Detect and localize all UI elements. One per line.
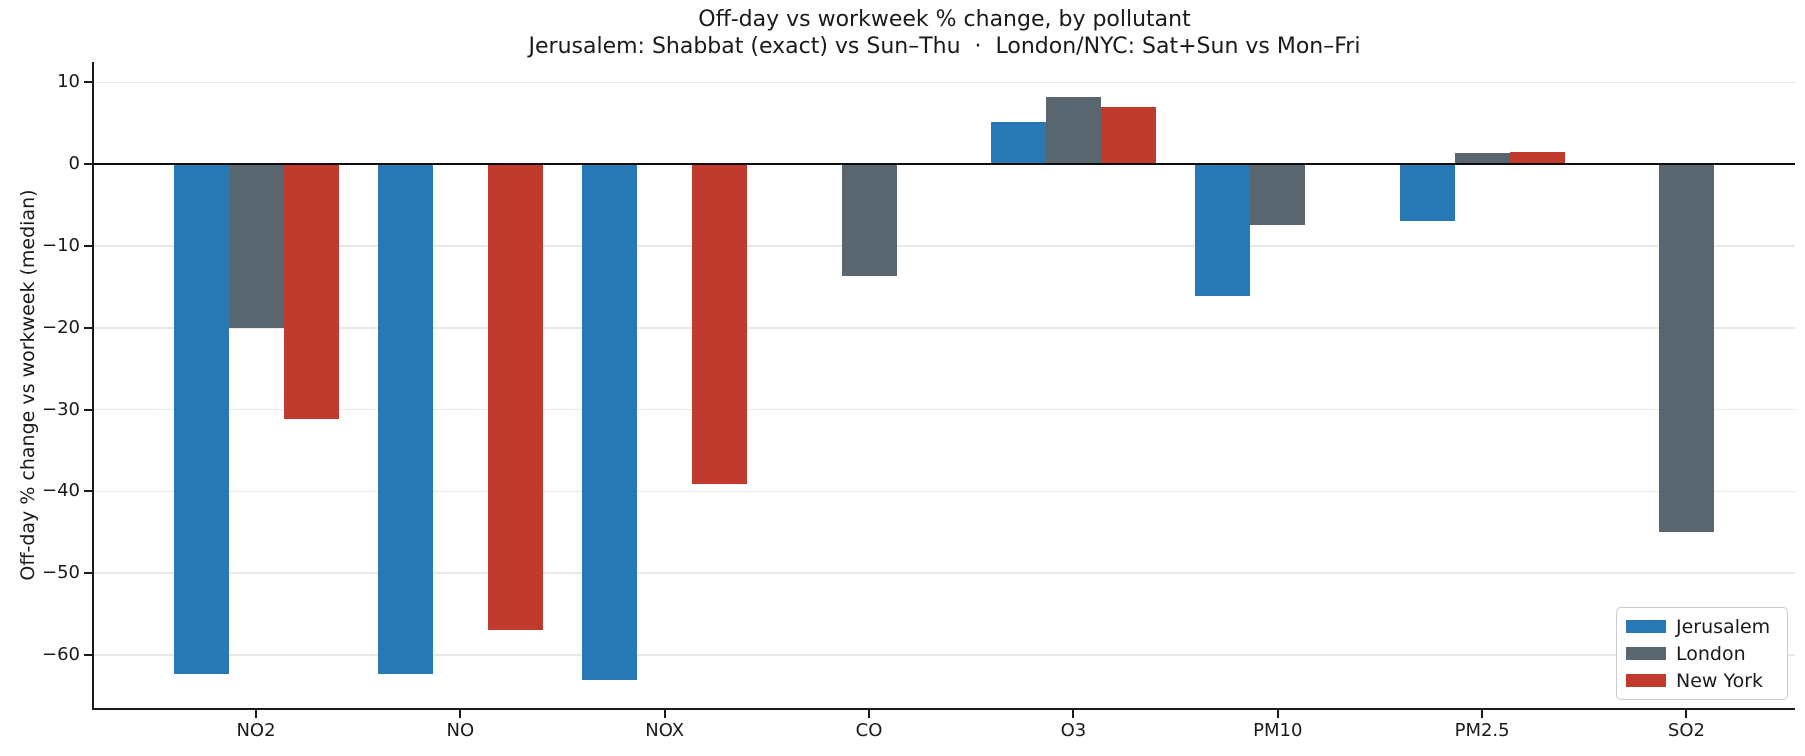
x-tick-label-o3: O3 <box>1060 720 1087 741</box>
legend-item-london: London <box>1617 642 1787 666</box>
gridline--10 <box>94 245 1795 247</box>
y-tick-label--20: −20 <box>42 316 80 338</box>
plot-area <box>94 62 1795 708</box>
gridline--20 <box>94 327 1795 329</box>
x-tick-co <box>868 710 871 718</box>
y-tick-label--60: −60 <box>42 643 80 665</box>
legend-swatch-new-york <box>1626 674 1666 687</box>
x-tick-label-no: NO <box>446 720 475 741</box>
y-tick--20 <box>84 326 92 329</box>
y-tick-label-10: 10 <box>57 71 80 93</box>
y-tick-0 <box>84 163 92 166</box>
title-block: Off-day vs workweek % change, by polluta… <box>94 6 1795 60</box>
x-tick-so2 <box>1685 710 1688 718</box>
x-tick-label-pm2-5: PM2.5 <box>1454 720 1510 741</box>
y-tick--40 <box>84 490 92 493</box>
y-tick-label--30: −30 <box>42 398 80 420</box>
gridline-10 <box>94 81 1795 84</box>
chart-subtitle: Jerusalem: Shabbat (exact) vs Sun–Thu · … <box>528 34 1361 59</box>
gridline--30 <box>94 408 1795 411</box>
bar-new-york-pm2-5 <box>1509 151 1565 165</box>
y-axis-label: Off-day % change vs workweek (median) <box>17 189 39 581</box>
bar-new-york-no2 <box>283 164 339 420</box>
legend-label-new-york: New York <box>1676 669 1764 692</box>
y-tick--50 <box>84 572 92 575</box>
x-axis-spine <box>92 708 1795 710</box>
x-tick-label-co: CO <box>855 720 883 741</box>
bar-london-pm2-5 <box>1454 152 1510 165</box>
bar-london-no2 <box>228 164 284 328</box>
bar-new-york-no <box>487 164 543 631</box>
x-tick-no <box>459 710 462 718</box>
bar-jerusalem-no <box>377 164 433 674</box>
legend-label-jerusalem: Jerusalem <box>1676 615 1771 638</box>
bar-london-pm10 <box>1250 164 1306 225</box>
y-axis-spine <box>92 62 94 710</box>
x-tick-pm2-5 <box>1481 710 1484 718</box>
y-tick--10 <box>84 244 92 247</box>
y-tick-10 <box>84 81 92 84</box>
legend-item-new-york: New York <box>1617 669 1787 693</box>
bar-new-york-o3 <box>1100 106 1156 165</box>
bar-london-so2 <box>1658 164 1714 533</box>
legend-item-jerusalem: Jerusalem <box>1617 615 1787 639</box>
x-tick-nox <box>663 710 666 718</box>
bar-london-co <box>841 164 897 277</box>
zero-line <box>94 163 1795 166</box>
x-tick-no2 <box>255 710 257 718</box>
bar-jerusalem-no2 <box>173 164 229 674</box>
x-tick-label-pm10: PM10 <box>1253 720 1303 741</box>
x-tick-o3 <box>1072 710 1075 718</box>
x-tick-label-nox: NOX <box>645 720 685 741</box>
gridline--40 <box>94 490 1795 493</box>
y-tick-label--10: −10 <box>42 234 80 256</box>
bar-london-o3 <box>1045 97 1101 165</box>
x-tick-pm10 <box>1276 710 1279 718</box>
legend-swatch-london <box>1626 647 1666 660</box>
y-tick--60 <box>84 653 92 656</box>
legend-swatch-jerusalem <box>1626 620 1666 633</box>
legend-label-london: London <box>1676 642 1746 665</box>
legend: Jerusalem London New York <box>1616 607 1788 700</box>
x-tick-label-no2: NO2 <box>236 720 276 741</box>
gridline--50 <box>94 572 1795 574</box>
y-tick-label-0: 0 <box>68 153 80 175</box>
y-tick-label--40: −40 <box>42 480 80 502</box>
y-tick--30 <box>84 408 92 411</box>
bar-jerusalem-pm2-5 <box>1399 164 1455 222</box>
bar-jerusalem-pm10 <box>1195 164 1251 296</box>
bar-jerusalem-nox <box>582 164 638 681</box>
chart-title: Off-day vs workweek % change, by polluta… <box>698 7 1191 32</box>
gridline--60 <box>94 654 1795 656</box>
x-tick-label-so2: SO2 <box>1667 720 1705 741</box>
y-tick-label--50: −50 <box>42 562 80 584</box>
bar-new-york-nox <box>692 164 748 484</box>
bar-jerusalem-o3 <box>990 121 1046 165</box>
